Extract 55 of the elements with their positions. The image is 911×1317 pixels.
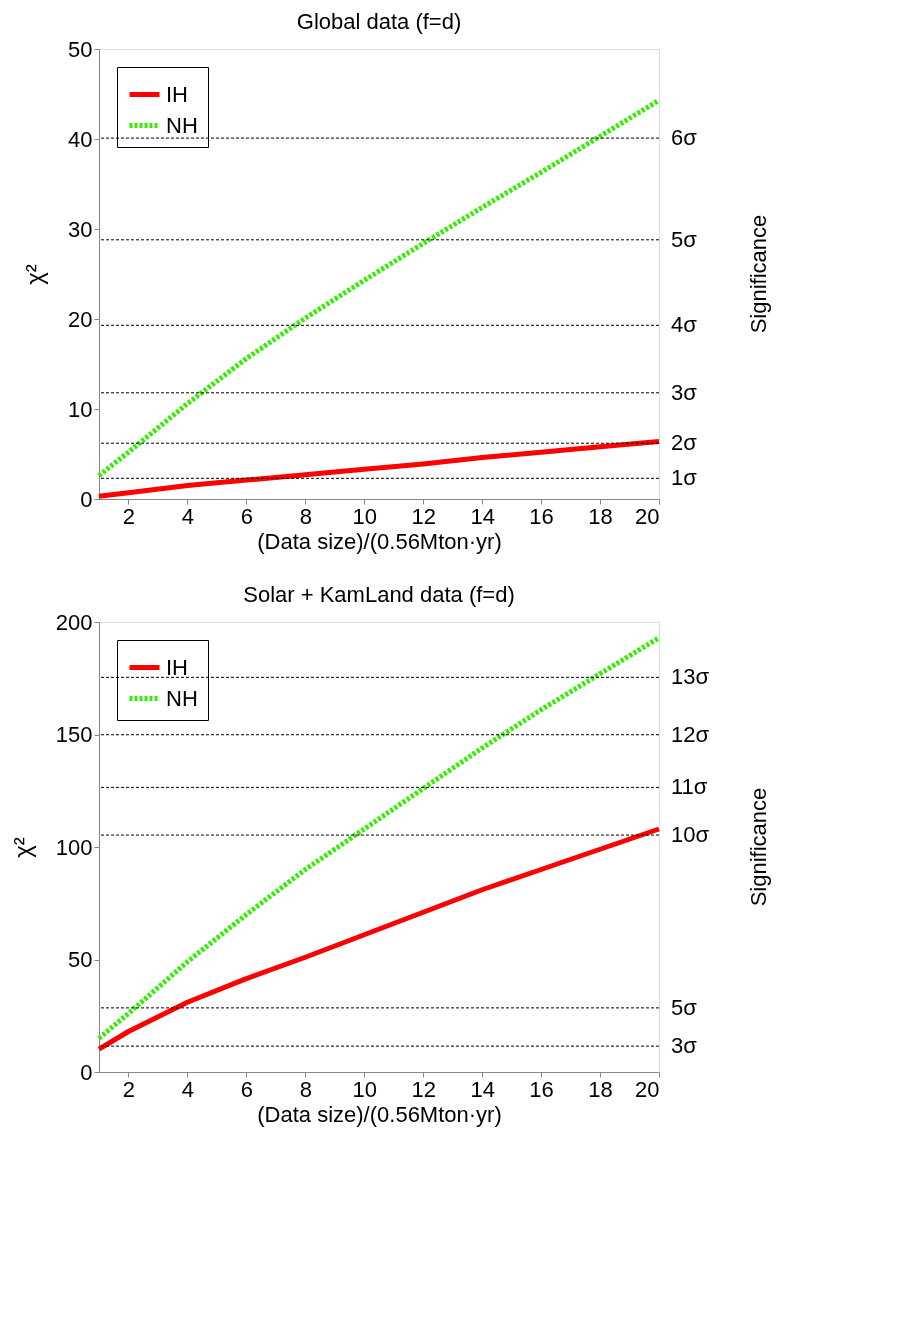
y-tick-label: 50	[68, 36, 93, 62]
x-tick-label: 12	[411, 503, 436, 529]
x-tick-label: 10	[352, 503, 378, 529]
legend-label: IH	[166, 654, 188, 680]
y-tick-label: 200	[55, 609, 93, 635]
x-tick-label: 2	[122, 1076, 136, 1102]
ref-line-label: 10σ	[671, 822, 710, 848]
y-tick-label: 20	[68, 306, 93, 332]
ref-line-label: 5σ	[671, 994, 698, 1020]
x-axis-title: (Data size)/(0.56Mton·yr)	[257, 1101, 502, 1127]
x-tick-label: 8	[299, 1076, 312, 1102]
y-tick-label: 0	[80, 486, 93, 512]
x-tick-label: 20	[635, 503, 660, 529]
y2-axis-title: Significance	[746, 214, 771, 334]
y-tick-label: 50	[68, 947, 93, 972]
legend-label: NH	[166, 112, 198, 138]
x-tick-label: 4	[181, 503, 195, 529]
y-tick-label: 0	[80, 1059, 93, 1085]
x-tick-label: 6	[240, 1076, 253, 1102]
x-tick-label: 20	[635, 1076, 660, 1102]
x-tick-label: 12	[411, 1076, 436, 1102]
ref-line-label: 1σ	[671, 465, 698, 491]
legend-label: IH	[166, 81, 188, 107]
y-tick-label: 150	[55, 722, 93, 747]
x-tick-label: 14	[470, 503, 495, 529]
y-tick-label: 30	[68, 216, 93, 242]
x-tick-label: 2	[122, 503, 136, 529]
chart-title: Global data (f=d)	[296, 9, 462, 34]
ref-line-label: 4σ	[671, 312, 698, 338]
y-tick-label: 100	[55, 834, 93, 860]
chart-title: Solar + KamLand data (f=d)	[243, 582, 515, 607]
x-tick-label: 8	[299, 503, 312, 529]
y2-axis-title: Significance	[746, 787, 771, 907]
x-tick-label: 18	[588, 1076, 613, 1102]
y-axis-title: χ²	[8, 837, 36, 858]
ref-line-label: 11σ	[671, 774, 708, 800]
ref-line-label: 2σ	[671, 430, 698, 456]
x-tick-label: 6	[240, 503, 253, 529]
ref-line-label: 3σ	[671, 379, 698, 405]
y-tick-label: 10	[68, 396, 93, 422]
ref-line-label: 5σ	[671, 226, 698, 252]
x-tick-label: 16	[529, 1076, 554, 1102]
ref-line-label: 6σ	[671, 125, 698, 151]
x-axis-title: (Data size)/(0.56Mton·yr)	[257, 528, 502, 554]
ref-line-label: 3σ	[671, 1033, 698, 1059]
x-tick-label: 14	[470, 1076, 495, 1102]
y-tick-label: 40	[68, 126, 93, 152]
y-axis-title: χ²	[21, 264, 49, 285]
x-tick-label: 4	[181, 1076, 195, 1102]
ref-line-label: 13σ	[671, 664, 710, 690]
x-tick-label: 18	[588, 503, 613, 529]
ref-line-label: 12σ	[671, 721, 710, 747]
x-tick-label: 10	[352, 1076, 378, 1102]
legend-label: NH	[166, 685, 198, 711]
x-tick-label: 16	[529, 503, 554, 529]
